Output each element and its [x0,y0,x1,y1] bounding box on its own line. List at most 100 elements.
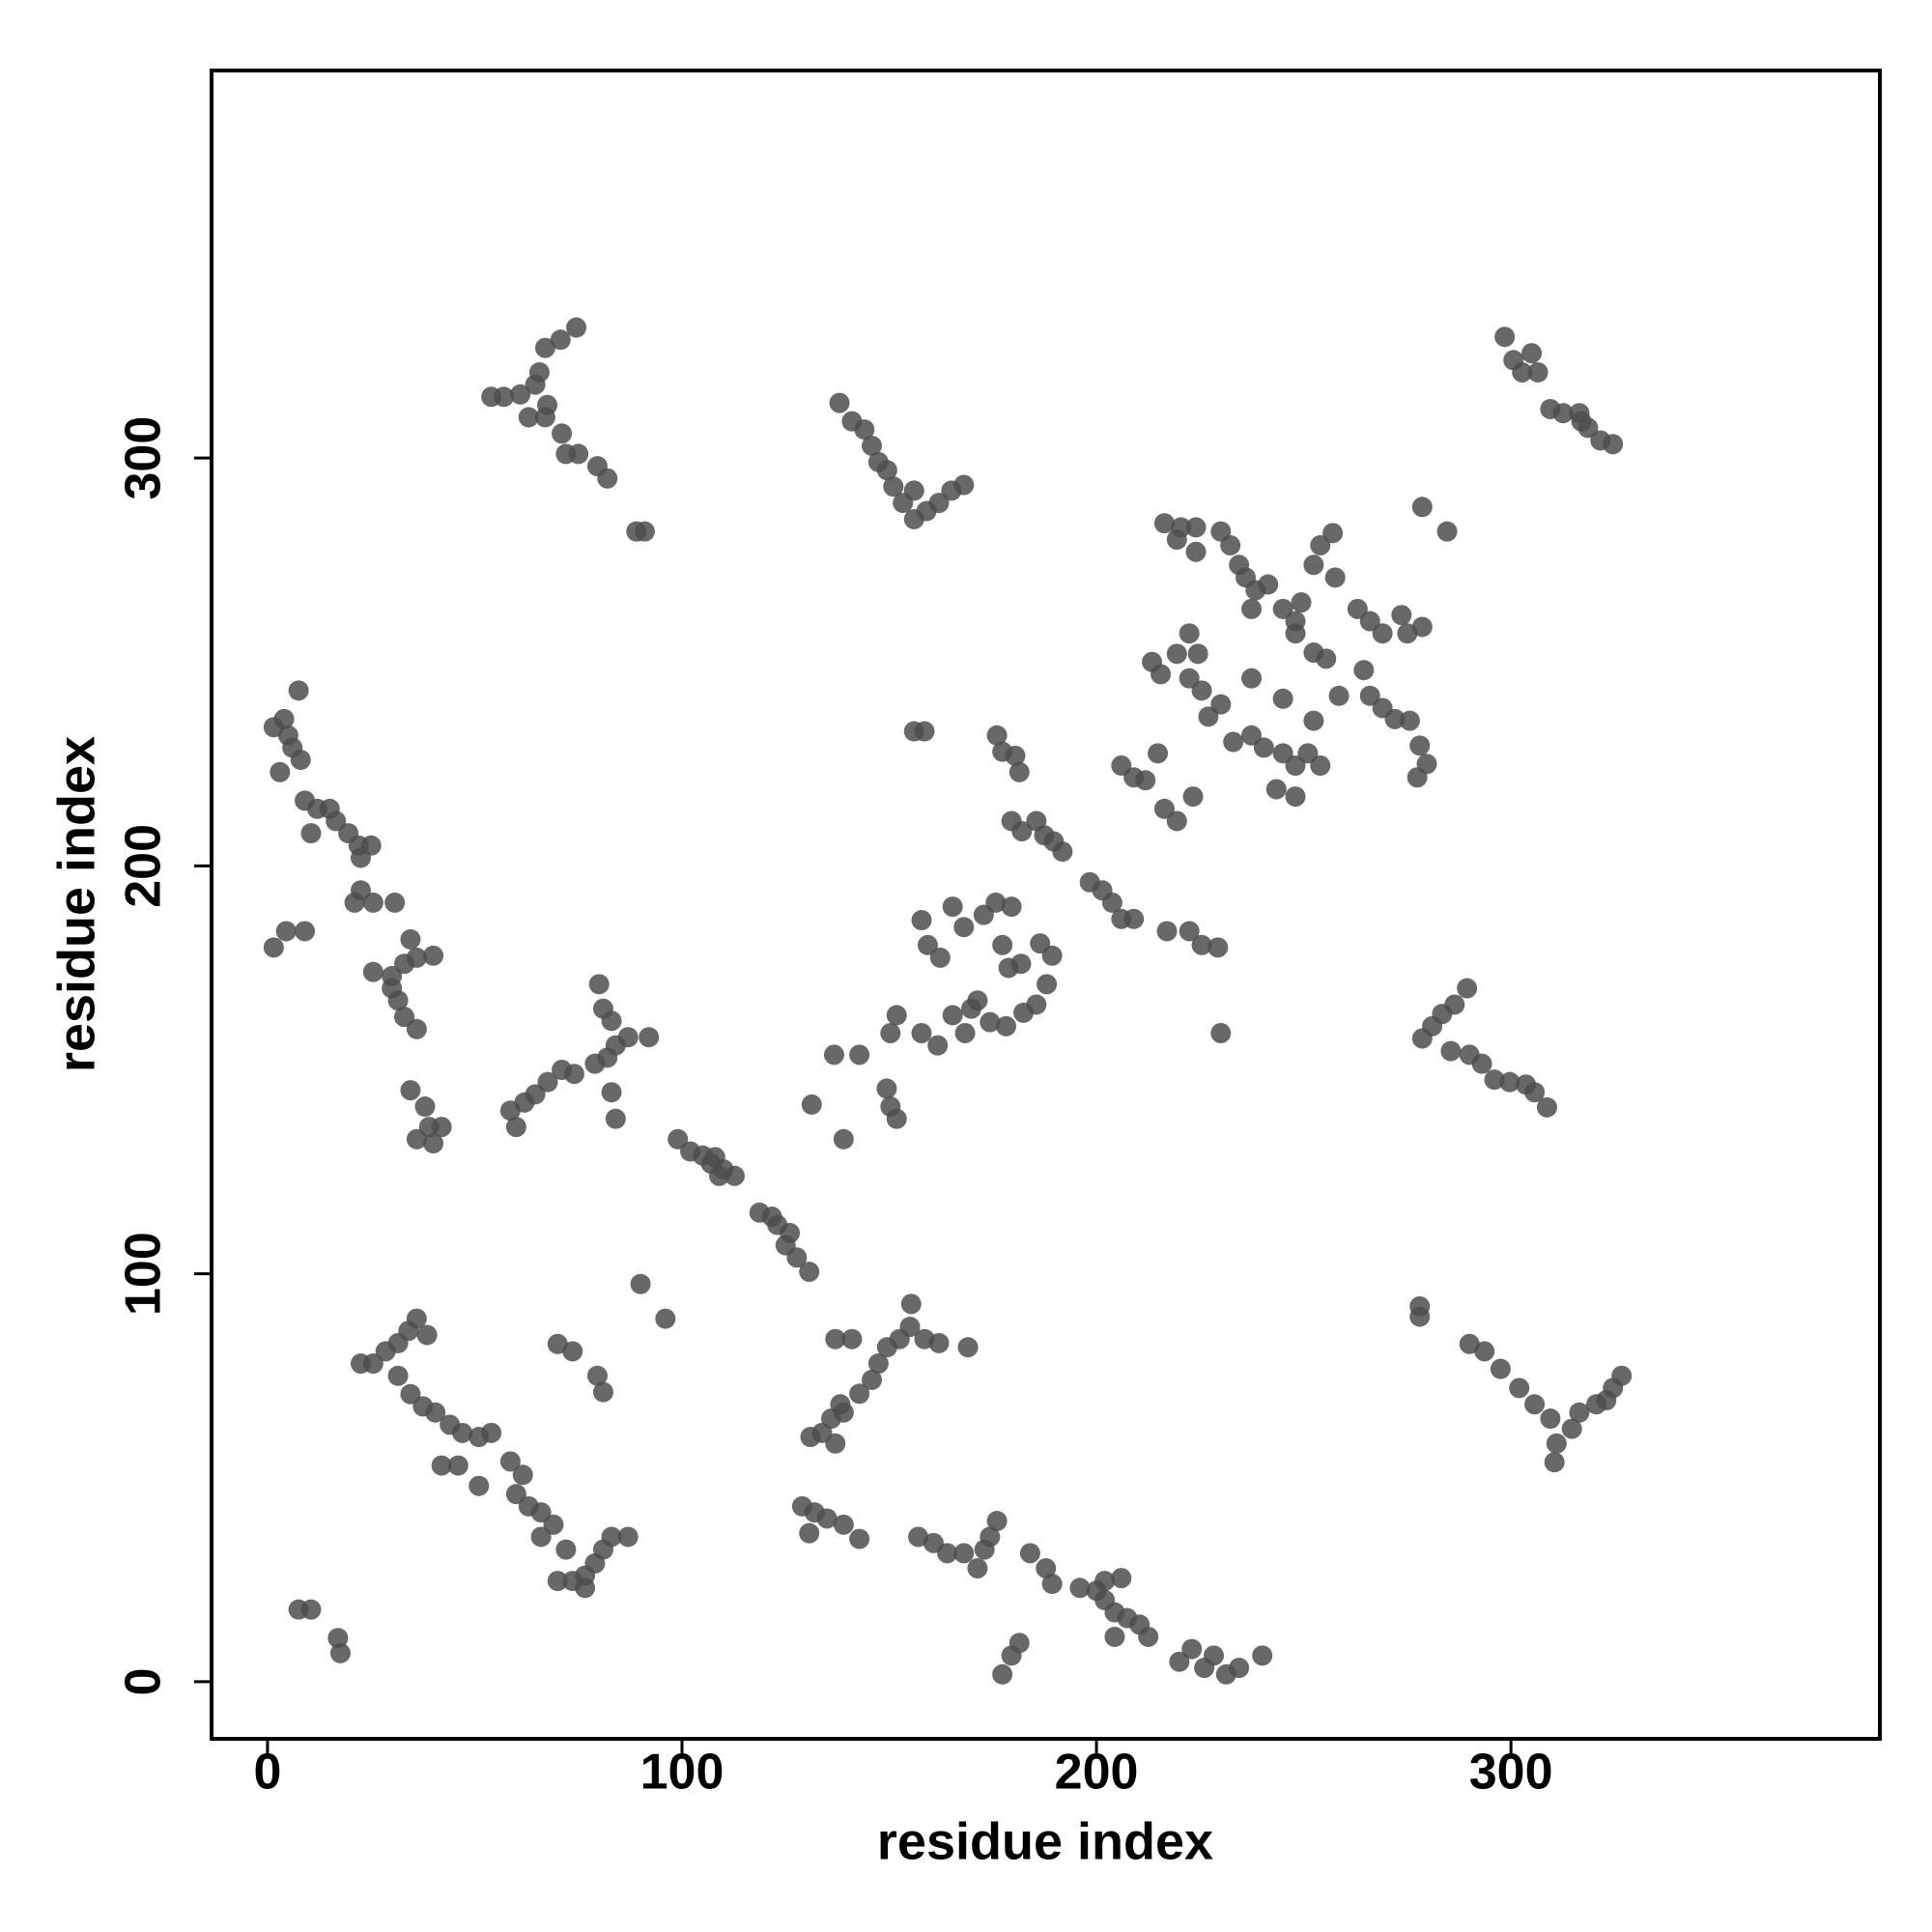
point [1272,743,1293,764]
point [416,1324,438,1346]
point [1272,688,1293,709]
point [1185,517,1207,538]
point [1324,567,1346,588]
point [1521,343,1543,364]
point [1603,434,1624,455]
y-tick-label: 0 [116,1667,172,1695]
point [1166,810,1187,832]
point [1037,974,1058,995]
point [1611,1365,1633,1386]
point [862,1369,883,1390]
point [1185,541,1207,562]
point [406,1308,427,1329]
point [518,407,539,428]
point [1187,643,1208,665]
point [1265,779,1287,800]
point [900,1293,922,1315]
point [530,1526,552,1548]
point [1440,1040,1462,1062]
point [849,1383,870,1405]
point [1409,735,1431,756]
point [1409,1306,1431,1327]
point [394,1007,415,1028]
point [1111,1568,1132,1589]
point [1372,623,1393,644]
point [384,892,406,913]
point [1258,574,1279,595]
point [414,1096,436,1118]
point [1436,521,1458,542]
point [295,921,316,942]
point [1153,513,1175,534]
point [928,1332,950,1353]
point [1241,668,1263,689]
point [1406,767,1428,788]
point [327,1628,349,1649]
point [1552,403,1574,424]
point [300,823,322,844]
point [512,1464,533,1486]
point [534,337,555,358]
point [929,947,951,968]
point [942,896,963,918]
point [1347,598,1368,619]
point [1328,685,1350,706]
point [1490,1358,1511,1379]
point [510,384,531,405]
point [816,1508,838,1529]
point [953,1543,975,1564]
point [825,1433,846,1454]
point [1411,616,1433,638]
point [344,892,365,913]
point [927,1035,949,1056]
point [724,1165,745,1186]
point [986,1511,1008,1532]
point [1208,937,1229,958]
point [829,392,850,413]
point [1285,755,1306,777]
point [1151,664,1172,685]
point [833,1128,854,1150]
point [400,1383,421,1405]
point [1181,1638,1203,1660]
point [537,394,558,415]
point [277,724,298,746]
point [350,847,371,868]
point [1310,755,1331,777]
point [431,1455,452,1476]
point [786,1247,808,1268]
point [1571,411,1592,432]
point [830,1394,851,1415]
point [1272,598,1293,619]
point [1310,534,1331,555]
point [937,1543,958,1564]
point [1013,1002,1035,1023]
y-tick-label: 200 [116,824,172,908]
point [326,810,347,832]
point [1005,745,1026,766]
point [555,1539,577,1560]
point [799,1522,820,1544]
point [886,1108,907,1129]
point [1512,361,1533,383]
point [1596,1390,1617,1411]
point [1384,708,1406,729]
plot-frame [210,69,1882,1741]
point [1104,1626,1125,1647]
point [639,1027,660,1048]
point [1303,710,1324,731]
point [543,1514,564,1535]
point [575,1577,596,1599]
point [942,1005,963,1026]
point [1210,694,1232,715]
point [1411,497,1433,518]
point [1241,598,1263,619]
point [362,1353,384,1375]
point [1253,737,1274,758]
point [1009,1633,1030,1654]
y-axis-title: residue index [47,736,105,1072]
point [563,1064,584,1085]
point [1191,934,1212,955]
point [1203,1645,1224,1666]
